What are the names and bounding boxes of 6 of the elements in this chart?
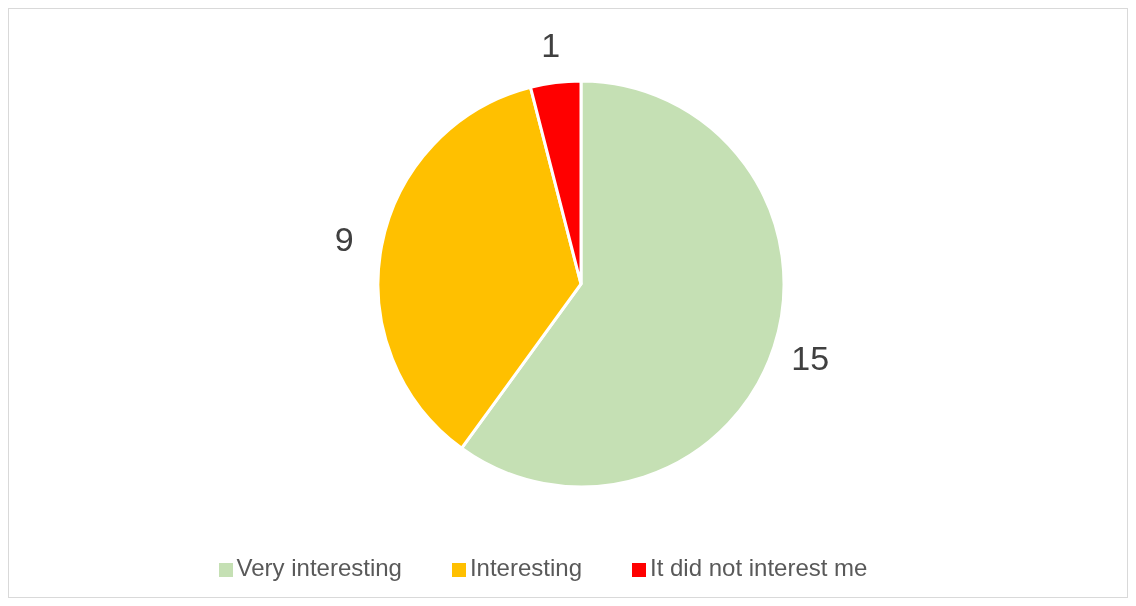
data-label: 15 — [791, 339, 830, 378]
legend-label: It did not interest me — [650, 554, 868, 581]
data-label: 1 — [541, 25, 561, 64]
legend-label: Interesting — [469, 554, 583, 581]
data-label: 9 — [334, 219, 354, 258]
legend-label: Very interesting — [236, 554, 402, 581]
